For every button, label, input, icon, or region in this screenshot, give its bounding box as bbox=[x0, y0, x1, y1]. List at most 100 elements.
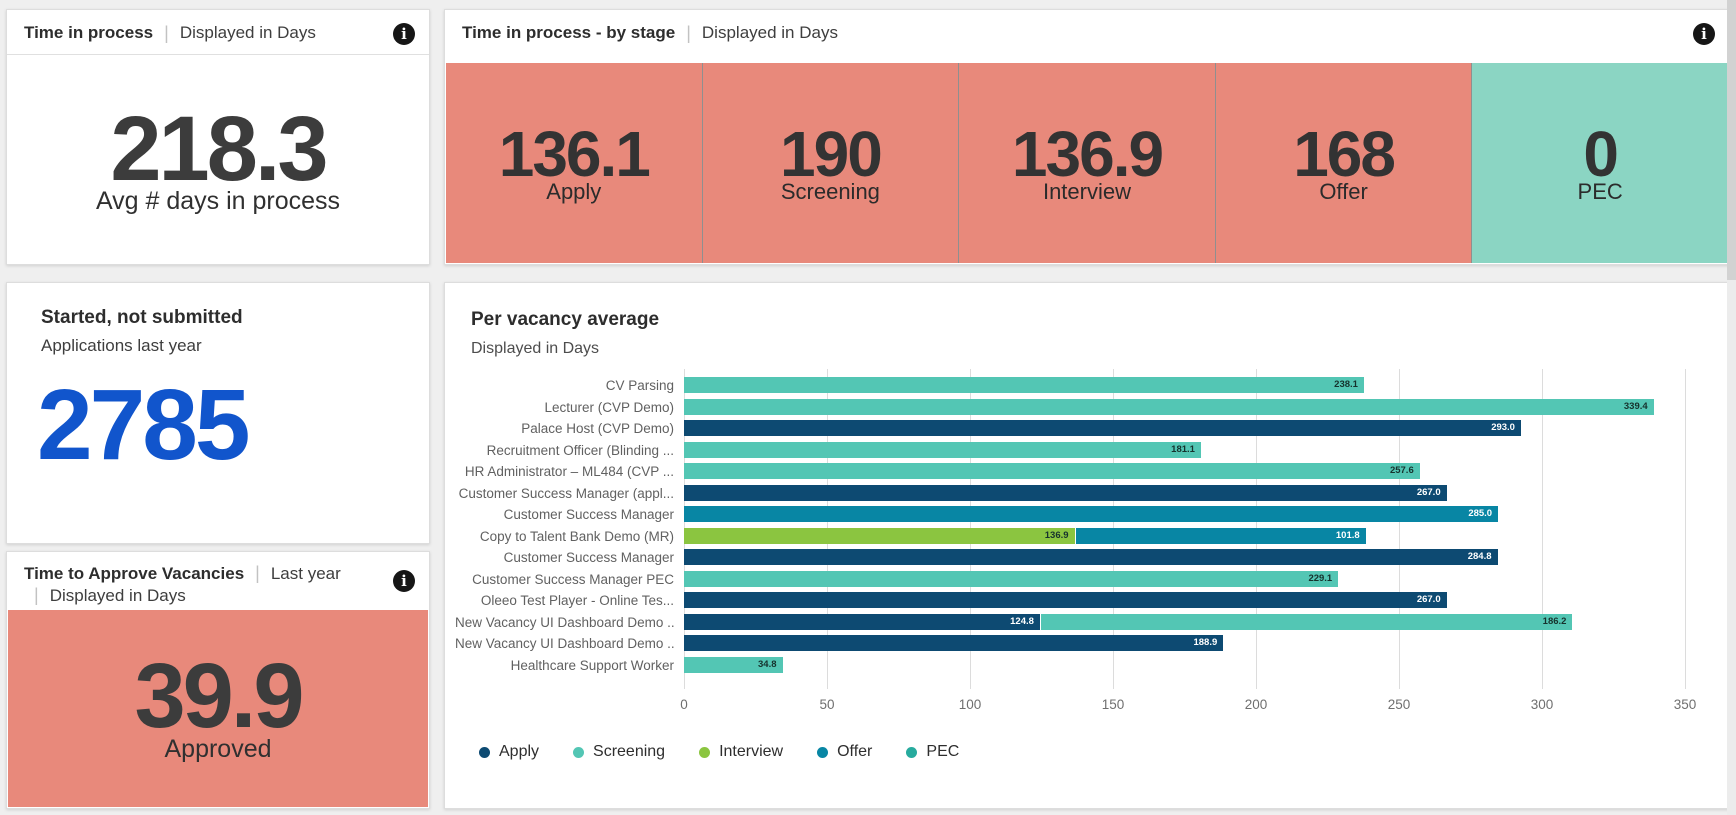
legend-dot bbox=[906, 746, 918, 758]
x-tick-label: 100 bbox=[958, 697, 982, 712]
gridline bbox=[1399, 369, 1400, 689]
kpi-container: 218.3 Avg # days in process bbox=[7, 58, 429, 264]
legend-dot bbox=[479, 746, 490, 758]
info-icon[interactable]: i bbox=[393, 570, 415, 592]
title-separator: | bbox=[686, 23, 691, 43]
header-line-1: Time to Approve Vacancies | Last year bbox=[24, 563, 415, 584]
stage-tiles: 136.1 Apply 190 Screening 136.9 Interview 168 O… bbox=[446, 63, 1728, 263]
bar-segment-apply[interactable]: 188.9 bbox=[684, 635, 1225, 651]
bar-value-label: 136.9 bbox=[1044, 529, 1069, 541]
stage-tile-offer[interactable]: 168 Offer bbox=[1215, 63, 1473, 263]
legend-item-interview[interactable]: Interview bbox=[699, 743, 783, 761]
bar-segment-screening[interactable]: 229.1 bbox=[684, 570, 1340, 587]
bar-segment-apply[interactable]: 293.0 bbox=[684, 420, 1522, 436]
bar-segment-screening[interactable]: 257.6 bbox=[684, 463, 1421, 479]
stage-label: Interview bbox=[1042, 178, 1131, 204]
legend-item-pec[interactable]: PEC bbox=[906, 743, 959, 761]
stage-value: 136.9 bbox=[1011, 117, 1164, 190]
category-label: Lecturer (CVP Demo) bbox=[544, 399, 674, 415]
bar-segment-screening[interactable]: 34.8 bbox=[684, 656, 784, 673]
scrollbar-thumb[interactable] bbox=[1727, 0, 1736, 280]
stage-value: 0 bbox=[1583, 117, 1619, 190]
bar-row: 229.1 bbox=[684, 570, 1685, 587]
bar-segment-apply[interactable]: 124.8 bbox=[684, 613, 1041, 630]
kpi-value: 39.9 bbox=[134, 645, 304, 748]
stage-tile-apply[interactable]: 136.1 Apply bbox=[446, 63, 703, 263]
category-label: New Vacancy UI Dashboard Demo ... bbox=[455, 614, 674, 630]
bar-value-label: 339.4 bbox=[1623, 400, 1648, 412]
plot-area: 238.1 339.4 293.0 181.1 257.6 267.0 285.0 136.9… bbox=[684, 369, 1686, 689]
bar-segment-apply[interactable]: 267.0 bbox=[684, 484, 1448, 501]
info-icon[interactable]: i bbox=[1693, 23, 1715, 45]
stage-label: Apply bbox=[546, 178, 602, 204]
bar-value-label: 284.8 bbox=[1467, 551, 1492, 562]
bar-value-label: 186.2 bbox=[1542, 615, 1567, 627]
kpi-caption: Avg # days in process bbox=[95, 187, 341, 216]
legend-dot bbox=[699, 746, 711, 758]
stage-value: 168 bbox=[1293, 117, 1396, 190]
kpi-tile[interactable]: 39.9 Approved bbox=[8, 610, 428, 807]
bar-row: 284.8 bbox=[684, 549, 1685, 565]
bar-row: 181.1 bbox=[684, 441, 1685, 458]
panel-header: Time in process | Displayed in Days i bbox=[7, 10, 429, 55]
bar-row: 267.0 bbox=[684, 484, 1685, 501]
scrollbar-track[interactable] bbox=[1727, 0, 1736, 815]
category-label: Customer Success Manager bbox=[503, 550, 674, 565]
x-tick-label: 200 bbox=[1244, 697, 1268, 712]
bar-value-label: 181.1 bbox=[1171, 443, 1195, 455]
category-label: Healthcare Support Worker bbox=[510, 657, 674, 673]
chart-title: Per vacancy average bbox=[471, 309, 660, 330]
bar-value-label: 101.8 bbox=[1335, 529, 1360, 541]
stage-tile-interview[interactable]: 136.9 Interview bbox=[959, 63, 1216, 263]
stage-tile-screening[interactable]: 190 Screening bbox=[702, 63, 960, 263]
bar-segment-screening[interactable]: 181.1 bbox=[684, 441, 1202, 458]
bar-row: 136.9 101.8 bbox=[684, 527, 1685, 544]
gridline bbox=[1542, 369, 1543, 689]
bar-segment-screening[interactable]: 339.4 bbox=[684, 398, 1655, 415]
bar-row: 238.1 bbox=[684, 377, 1685, 393]
title-separator: | bbox=[34, 585, 39, 605]
bar-segment-interview[interactable]: 136.9 bbox=[684, 527, 1076, 544]
info-icon[interactable]: i bbox=[393, 23, 415, 45]
stage-label: Screening bbox=[780, 178, 880, 204]
chart-subtitle: Displayed in Days bbox=[471, 340, 600, 357]
legend: Apply Screening Interview Offer PEC bbox=[479, 743, 959, 761]
bar-value-label: 229.1 bbox=[1308, 572, 1333, 584]
bar-row: 34.8 bbox=[684, 656, 1685, 673]
bar-value-label: 257.6 bbox=[1389, 465, 1414, 476]
bar-segment-apply[interactable]: 284.8 bbox=[684, 549, 1499, 565]
legend-label: Offer bbox=[837, 743, 873, 760]
bar-value-label: 34.8 bbox=[758, 658, 777, 670]
panel-subtitle: Applications last year bbox=[41, 336, 202, 355]
bar-row: 188.9 bbox=[684, 635, 1685, 651]
bar-segment-screening[interactable]: 238.1 bbox=[684, 377, 1365, 393]
stage-tile-pec[interactable]: 0 PEC bbox=[1472, 63, 1728, 263]
header-line-2: | Displayed in Days bbox=[24, 585, 415, 606]
legend-item-offer[interactable]: Offer bbox=[817, 743, 872, 761]
category-label: Oleeo Test Player - Online Tes... bbox=[480, 593, 674, 608]
stage-value: 190 bbox=[780, 117, 883, 190]
panel-title: Time to Approve Vacancies bbox=[24, 564, 245, 583]
bar-value-label: 188.9 bbox=[1193, 637, 1218, 648]
legend-item-screening[interactable]: Screening bbox=[573, 743, 665, 761]
bar-segment-offer[interactable]: 285.0 bbox=[684, 506, 1500, 522]
legend-item-apply[interactable]: Apply bbox=[479, 743, 539, 761]
category-label: Palace Host (CVP Demo) bbox=[521, 421, 674, 436]
bar-row: 293.0 bbox=[684, 420, 1685, 436]
bar-segment-screening[interactable]: 186.2 bbox=[1040, 613, 1574, 630]
bar-row: 285.0 bbox=[684, 506, 1685, 522]
bar-value-label: 285.0 bbox=[1468, 508, 1493, 519]
legend-dot bbox=[573, 746, 585, 758]
kpi-value: 2785 bbox=[37, 369, 250, 481]
bar-value-label: 267.0 bbox=[1416, 594, 1441, 605]
title-separator: | bbox=[164, 23, 169, 43]
bar-segment-offer[interactable]: 101.8 bbox=[1075, 527, 1367, 544]
panel-title: Time in process bbox=[24, 23, 154, 42]
kpi-value: 218.3 bbox=[110, 97, 328, 200]
bar-value-label: 124.8 bbox=[1010, 615, 1034, 627]
bar-row: 267.0 bbox=[684, 592, 1685, 608]
stage-label: PEC bbox=[1577, 178, 1623, 204]
bar-segment-apply[interactable]: 267.0 bbox=[684, 592, 1448, 608]
legend-label: Screening bbox=[593, 743, 666, 760]
legend-dot bbox=[817, 746, 829, 758]
